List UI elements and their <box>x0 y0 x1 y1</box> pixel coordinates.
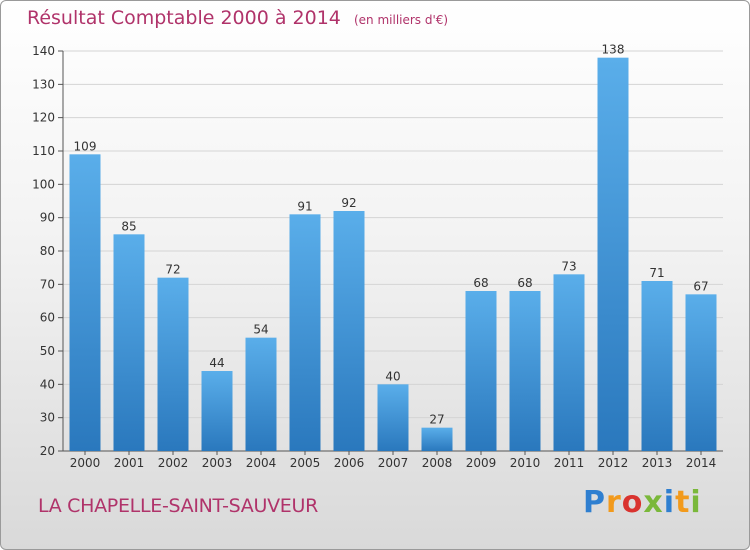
value-label-2011: 73 <box>561 259 576 273</box>
bar-2001 <box>113 234 145 451</box>
y-tick-label: 140 <box>32 44 55 58</box>
x-tick-label-2001: 2001 <box>114 456 145 470</box>
value-label-2012: 138 <box>602 43 625 57</box>
x-tick-label-2004: 2004 <box>246 456 277 470</box>
x-tick-label-2010: 2010 <box>510 456 541 470</box>
x-tick-label-2005: 2005 <box>290 456 321 470</box>
logo-letter: x <box>643 485 664 520</box>
bar-2008 <box>421 427 453 451</box>
bar-2005 <box>289 214 321 451</box>
title-line: Résultat Comptable 2000 à 2014 (en milli… <box>27 7 448 29</box>
x-tick-label-2011: 2011 <box>554 456 585 470</box>
y-tick-label: 20 <box>40 444 55 458</box>
bar-2004 <box>245 337 277 451</box>
x-tick-label-2009: 2009 <box>466 456 497 470</box>
x-tick-label-2000: 2000 <box>70 456 101 470</box>
value-label-2006: 92 <box>341 196 356 210</box>
logo-letter: i <box>690 485 702 520</box>
logo-letter: r <box>606 485 622 520</box>
proxiti-logo: Proxiti <box>583 485 702 520</box>
bar-2000 <box>69 154 101 452</box>
value-label-2001: 85 <box>121 219 136 233</box>
logo-letter: i <box>663 485 676 520</box>
logo-letter: P <box>583 485 606 520</box>
bar-2006 <box>333 211 365 451</box>
y-tick-label: 110 <box>32 144 55 158</box>
chart-subtitle: (en milliers d'€) <box>353 13 449 27</box>
bar-2010 <box>509 291 541 451</box>
x-tick-label-2003: 2003 <box>202 456 233 470</box>
bar-2009 <box>465 291 497 451</box>
x-tick-label-2007: 2007 <box>378 456 409 470</box>
bar-2013 <box>641 281 673 451</box>
bar-2007 <box>377 384 409 451</box>
x-tick-label-2002: 2002 <box>158 456 189 470</box>
y-tick-label: 80 <box>40 244 55 258</box>
labels: 109 2000 85 2001 72 2002 44 2003 54 2004 91 2005 92 2… <box>70 43 717 470</box>
x-tick-label-2006: 2006 <box>334 456 365 470</box>
value-label-2005: 91 <box>297 199 312 213</box>
bar-2012 <box>597 57 629 452</box>
bar-2011 <box>553 274 585 451</box>
value-label-2008: 27 <box>429 413 444 427</box>
x-tick-label-2012: 2012 <box>598 456 629 470</box>
logo-letter: o <box>621 485 644 520</box>
y-tick-label: 60 <box>40 311 55 325</box>
x-tick-label-2008: 2008 <box>422 456 453 470</box>
value-label-2013: 71 <box>649 266 664 280</box>
bar-2002 <box>157 277 189 451</box>
chart-title: Résultat Comptable 2000 à 2014 <box>27 7 341 29</box>
value-label-2000: 109 <box>74 139 97 153</box>
bars <box>69 57 717 452</box>
commune-name: LA CHAPELLE-SAINT-SAUVEUR <box>38 495 318 517</box>
y-tick-label: 70 <box>40 277 55 291</box>
value-label-2010: 68 <box>517 276 532 290</box>
value-label-2002: 72 <box>165 263 180 277</box>
bar-2014 <box>685 294 717 451</box>
y-tick-label: 120 <box>32 111 55 125</box>
bar-2003 <box>201 371 233 451</box>
y-tick-label: 50 <box>40 344 55 358</box>
x-tick-label-2014: 2014 <box>686 456 717 470</box>
value-label-2009: 68 <box>473 276 488 290</box>
y-tick-label: 100 <box>32 177 55 191</box>
logo-letter: t <box>675 485 691 520</box>
y-tick-label: 130 <box>32 77 55 91</box>
x-tick-label-2013: 2013 <box>642 456 673 470</box>
value-label-2004: 54 <box>253 323 268 337</box>
y-tick-label: 30 <box>40 411 55 425</box>
value-label-2014: 67 <box>693 279 708 293</box>
y-tick-label: 90 <box>40 211 55 225</box>
value-label-2003: 44 <box>209 356 224 370</box>
y-tick-label: 40 <box>40 377 55 391</box>
value-label-2007: 40 <box>385 369 400 383</box>
